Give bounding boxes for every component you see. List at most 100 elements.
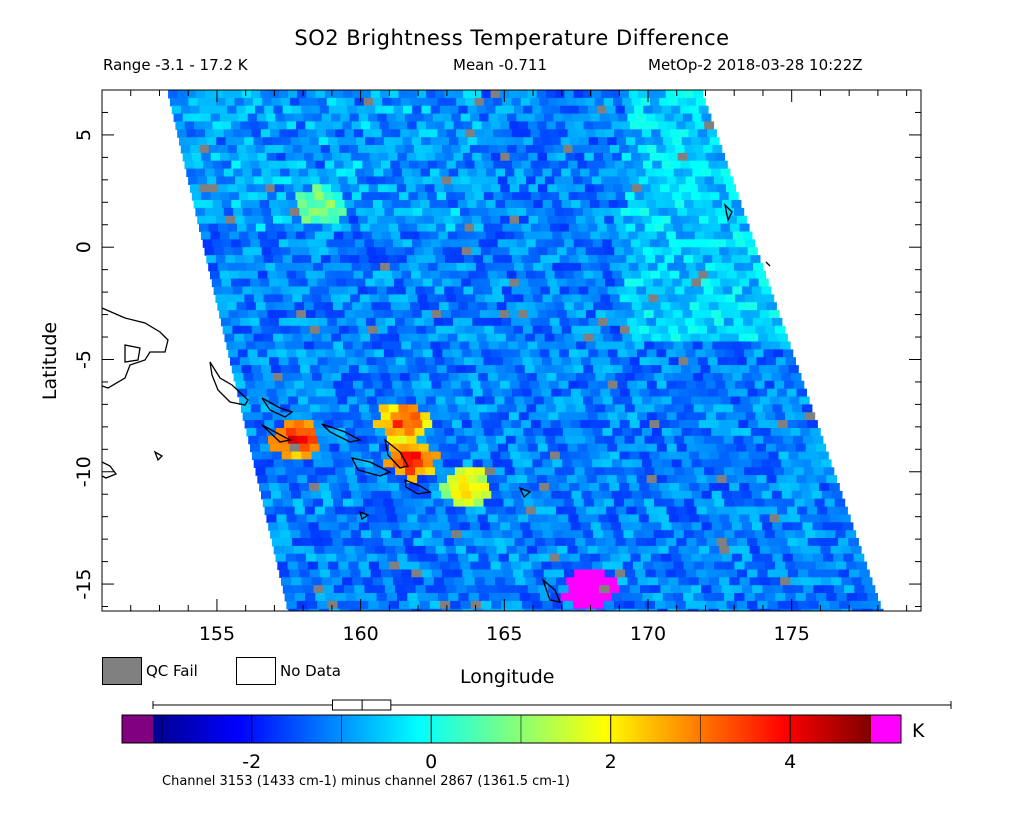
heatmap-cell bbox=[461, 247, 472, 256]
heatmap-cell bbox=[181, 105, 191, 115]
heatmap-cell bbox=[703, 435, 715, 445]
heatmap-cell bbox=[724, 561, 736, 571]
heatmap-cell bbox=[624, 278, 635, 288]
heatmap-cell bbox=[648, 121, 659, 130]
heatmap-cell bbox=[561, 388, 572, 398]
heatmap-cell bbox=[509, 184, 520, 193]
heatmap-cell bbox=[272, 176, 283, 185]
heatmap-cell bbox=[492, 255, 503, 264]
heatmap-cell bbox=[457, 475, 468, 484]
heatmap-cell bbox=[557, 215, 568, 225]
heatmap-cell bbox=[276, 192, 287, 201]
heatmap-cell bbox=[661, 215, 672, 225]
heatmap-cell bbox=[560, 522, 572, 531]
heatmap-cell bbox=[481, 152, 492, 162]
heatmap-cell bbox=[248, 152, 258, 162]
no-data-label: No Data bbox=[280, 662, 341, 680]
heatmap-cell bbox=[698, 608, 710, 611]
heatmap-cell bbox=[233, 168, 244, 178]
heatmap-cell bbox=[478, 239, 489, 248]
heatmap-cell bbox=[530, 286, 541, 295]
heatmap-cell bbox=[297, 561, 309, 571]
heatmap-cell bbox=[376, 553, 388, 563]
heatmap-cell bbox=[304, 192, 315, 201]
heatmap-cell bbox=[696, 412, 707, 421]
heatmap-cell bbox=[349, 184, 360, 193]
heatmap-cell bbox=[341, 373, 352, 382]
heatmap-cell bbox=[539, 129, 550, 138]
heatmap-cell bbox=[661, 247, 672, 256]
heatmap-cell bbox=[619, 145, 629, 154]
heatmap-cell bbox=[312, 184, 323, 193]
heatmap-cell bbox=[528, 215, 539, 225]
heatmap-cell bbox=[211, 278, 222, 288]
heatmap-cell bbox=[691, 278, 702, 288]
heatmap-cell bbox=[333, 420, 344, 429]
heatmap-cell bbox=[715, 294, 727, 303]
heatmap-cell bbox=[263, 373, 274, 382]
heatmap-cell bbox=[236, 105, 247, 115]
heatmap-cell bbox=[361, 90, 372, 99]
heatmap-cell bbox=[437, 129, 448, 138]
heatmap-cell bbox=[731, 341, 742, 350]
heatmap-cell bbox=[659, 357, 670, 366]
heatmap-cell bbox=[287, 160, 298, 170]
heatmap-cell bbox=[691, 459, 703, 468]
heatmap-cell bbox=[631, 302, 642, 311]
heatmap-cell bbox=[333, 498, 344, 508]
heatmap-cell bbox=[434, 428, 445, 437]
heatmap-cell bbox=[345, 388, 356, 398]
heatmap-cell bbox=[312, 223, 323, 233]
heatmap-cell bbox=[403, 349, 414, 358]
heatmap-cell bbox=[688, 129, 699, 138]
heatmap-cell bbox=[439, 522, 451, 531]
heatmap-cell bbox=[788, 600, 799, 610]
heatmap-cell bbox=[632, 365, 643, 374]
heatmap-cell bbox=[668, 207, 679, 217]
heatmap-cell bbox=[681, 490, 693, 500]
heatmap-cell bbox=[348, 286, 359, 295]
heatmap-cell bbox=[708, 608, 720, 611]
heatmap-cell bbox=[352, 538, 364, 547]
heatmap-cell bbox=[508, 443, 519, 453]
heatmap-cell bbox=[570, 137, 580, 146]
heatmap-cell bbox=[422, 459, 434, 468]
heatmap-cell bbox=[197, 176, 208, 185]
heatmap-cell bbox=[545, 207, 556, 217]
heatmap-cell bbox=[255, 341, 266, 350]
heatmap-cell bbox=[447, 553, 459, 563]
heatmap-cell bbox=[290, 247, 301, 256]
heatmap-cell bbox=[421, 569, 433, 578]
heatmap-cell bbox=[551, 490, 562, 500]
heatmap-cell bbox=[371, 160, 382, 170]
heatmap-cell bbox=[440, 600, 451, 610]
heatmap-cell bbox=[473, 428, 485, 437]
heatmap-cell bbox=[822, 522, 834, 531]
heatmap-cell bbox=[390, 231, 401, 240]
heatmap-cell bbox=[795, 561, 807, 571]
heatmap-cell bbox=[273, 545, 285, 555]
heatmap-cell bbox=[453, 152, 464, 162]
heatmap-cell bbox=[339, 215, 350, 225]
heatmap-cell bbox=[455, 160, 466, 170]
heatmap-cell bbox=[612, 459, 623, 468]
heatmap-cell bbox=[577, 160, 588, 170]
heatmap-cell bbox=[618, 545, 629, 555]
heatmap-cell bbox=[436, 192, 447, 201]
heatmap-cell bbox=[561, 231, 572, 240]
heatmap-cell bbox=[382, 200, 393, 209]
heatmap-cell bbox=[349, 113, 360, 123]
heatmap-cell bbox=[318, 247, 329, 256]
heatmap-cell bbox=[705, 152, 716, 162]
heatmap-cell bbox=[436, 223, 447, 233]
heatmap-cell bbox=[411, 270, 422, 280]
heatmap-cell bbox=[272, 498, 284, 508]
heatmap-cell bbox=[453, 388, 464, 398]
heatmap-cell bbox=[833, 553, 844, 563]
heatmap-cell bbox=[404, 317, 415, 327]
heatmap-cell bbox=[186, 90, 197, 99]
heatmap-cell bbox=[647, 145, 657, 154]
heatmap-cell bbox=[709, 451, 720, 461]
heatmap-cell bbox=[239, 357, 251, 366]
heatmap-cell bbox=[595, 538, 607, 547]
